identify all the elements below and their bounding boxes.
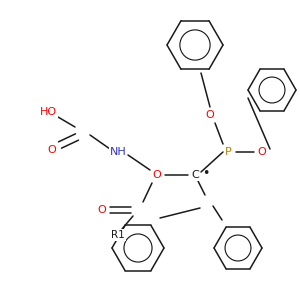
Text: C: C bbox=[191, 170, 199, 180]
Text: •: • bbox=[202, 167, 210, 179]
Text: O: O bbox=[258, 147, 266, 157]
Text: P: P bbox=[225, 147, 231, 157]
Text: R1: R1 bbox=[111, 230, 125, 240]
Text: HO: HO bbox=[39, 107, 57, 117]
Text: O: O bbox=[98, 205, 106, 215]
Text: O: O bbox=[153, 170, 161, 180]
Text: O: O bbox=[48, 145, 56, 155]
Text: NH: NH bbox=[110, 147, 126, 157]
Text: O: O bbox=[206, 110, 214, 120]
